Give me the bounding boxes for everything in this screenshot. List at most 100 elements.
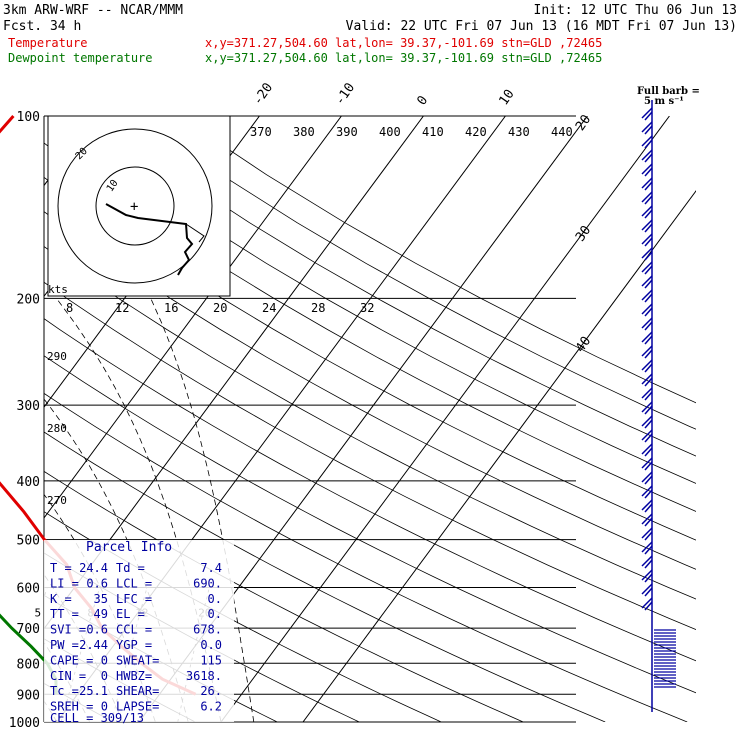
barb-flag <box>641 317 653 329</box>
barb-flag <box>644 517 653 527</box>
barb-flag <box>644 335 653 345</box>
parcel-cell-5-3: 0.0 <box>200 638 222 652</box>
isotherm-30 <box>220 116 670 722</box>
isotherm--10 <box>44 116 342 519</box>
barb-flag <box>641 471 653 483</box>
theta-e-label-370: 370 <box>250 125 272 139</box>
pressure-label-200: 200 <box>17 292 40 307</box>
parcel-cell-0-1: 24.4 <box>79 561 108 575</box>
barb-flag <box>641 359 653 371</box>
barb-flag <box>641 247 653 259</box>
hodo-speed-label-12: 12 <box>115 301 129 315</box>
parcel-cell-8-3: 26. <box>200 684 222 698</box>
barb-flag <box>644 251 653 261</box>
dry-adiabat-460 <box>135 116 696 430</box>
dry-adiabat-440 <box>50 116 696 484</box>
theta-e-label-420: 420 <box>465 125 487 139</box>
parcel-cell-1-1: 0.6 <box>86 576 108 590</box>
hodograph-ring-10 <box>95 166 175 246</box>
pressure-label-1000: 1000 <box>9 716 40 731</box>
barb-flag <box>644 321 653 331</box>
parcel-cell-9-2: LAPSE= <box>116 700 159 714</box>
parcel-cell-0-3: 7.4 <box>200 561 222 575</box>
parcel-cell-5-0: PW = <box>50 638 79 652</box>
hodograph-trace <box>105 203 194 276</box>
barb-flag <box>644 433 653 443</box>
parcel-cell-1-2: LCL = <box>116 576 152 590</box>
theta-e-label-390: 390 <box>336 125 358 139</box>
barb-flag <box>644 111 653 121</box>
barb-flag <box>641 331 653 343</box>
barb-flag <box>641 499 653 511</box>
parcel-cell-3-0: TT = <box>50 607 79 621</box>
model-title: 3km ARW-WRF -- NCAR/MMM <box>3 3 183 18</box>
hodo-speed-label-32: 32 <box>360 301 374 315</box>
hodo-speed-label-8: 8 <box>66 301 73 315</box>
theta-label-280: 280 <box>47 422 67 435</box>
barb-flag <box>644 405 653 415</box>
barb-flag <box>641 205 653 217</box>
barb-flag <box>641 541 653 553</box>
dry-adiabat-380 <box>44 318 696 662</box>
isotherm-label-10: 10 <box>496 87 517 108</box>
barb-flag <box>641 569 653 581</box>
barb-flag <box>641 303 653 315</box>
barb-title: Full barb = <box>637 86 700 97</box>
barb-flag <box>644 447 653 457</box>
barb-flag <box>644 153 653 163</box>
dry-adiabat-350 <box>44 431 606 722</box>
parcel-cell-0-2: Td = <box>116 561 145 575</box>
barb-flag <box>641 387 653 399</box>
moist-adiabat-30 <box>56 298 222 722</box>
dry-adiabat-420 <box>44 176 696 541</box>
parcel-cell-0-0: T = <box>50 561 72 575</box>
barb-flag <box>641 191 653 203</box>
barb-flag <box>641 107 653 119</box>
isotherm--50 <box>0 116 13 722</box>
hodo-speed-label-24: 24 <box>262 301 276 315</box>
barb-flag <box>641 555 653 567</box>
barb-flag <box>644 377 653 387</box>
isotherm-label--20: -20 <box>250 80 276 108</box>
valid-time: Valid: 22 UTC Fri 07 Jun 13 (16 MDT Fri … <box>346 19 737 34</box>
dry-adiabat-370 <box>44 355 696 694</box>
isotherm-label-30: 30 <box>573 223 594 244</box>
parcel-cell-4-2: CCL = <box>116 623 152 637</box>
barb-flag <box>641 597 653 609</box>
parcel-cell: CELL = 309/13 <box>50 711 144 725</box>
parcel-cell-6-3: 115 <box>200 653 222 667</box>
parcel-cell-8-0: Tc = <box>50 684 79 698</box>
theta-e-label-440: 440 <box>551 125 573 139</box>
barb-flag <box>641 149 653 161</box>
barb-flag <box>644 167 653 177</box>
barb-unit: 5 m s⁻¹ <box>644 96 684 107</box>
parcel-cell-1-0: LI = <box>50 576 79 590</box>
barb-flag <box>644 293 653 303</box>
barb-flag <box>644 391 653 401</box>
barb-flag <box>641 583 653 595</box>
parcel-cell-3-3: 0. <box>208 607 222 621</box>
isotherm-label-20: 20 <box>573 112 594 133</box>
theta-e-label-400: 400 <box>379 125 401 139</box>
parcel-cell-6-2: SWEAT= <box>116 653 159 667</box>
barb-flag <box>644 279 653 289</box>
wind-barbs <box>641 100 676 712</box>
dewpoint-line <box>0 613 58 695</box>
pressure-label-400: 400 <box>17 475 40 490</box>
theta-label-290: 290 <box>47 350 67 363</box>
barb-flag <box>644 503 653 513</box>
parcel-cell-2-1: 35 <box>94 592 108 606</box>
barb-flag <box>644 223 653 233</box>
barb-flag <box>641 485 653 497</box>
hodo-speed-label-28: 28 <box>311 301 325 315</box>
barb-flag <box>641 177 653 189</box>
barb-flag <box>641 233 653 245</box>
barb-flag <box>644 139 653 149</box>
barb-flag <box>644 419 653 429</box>
barb-flag <box>644 349 653 359</box>
isotherm-label-40: 40 <box>573 334 594 355</box>
barb-flag <box>641 415 653 427</box>
dry-adiabat-390 <box>44 281 696 630</box>
pressure-label-500: 500 <box>17 534 40 549</box>
